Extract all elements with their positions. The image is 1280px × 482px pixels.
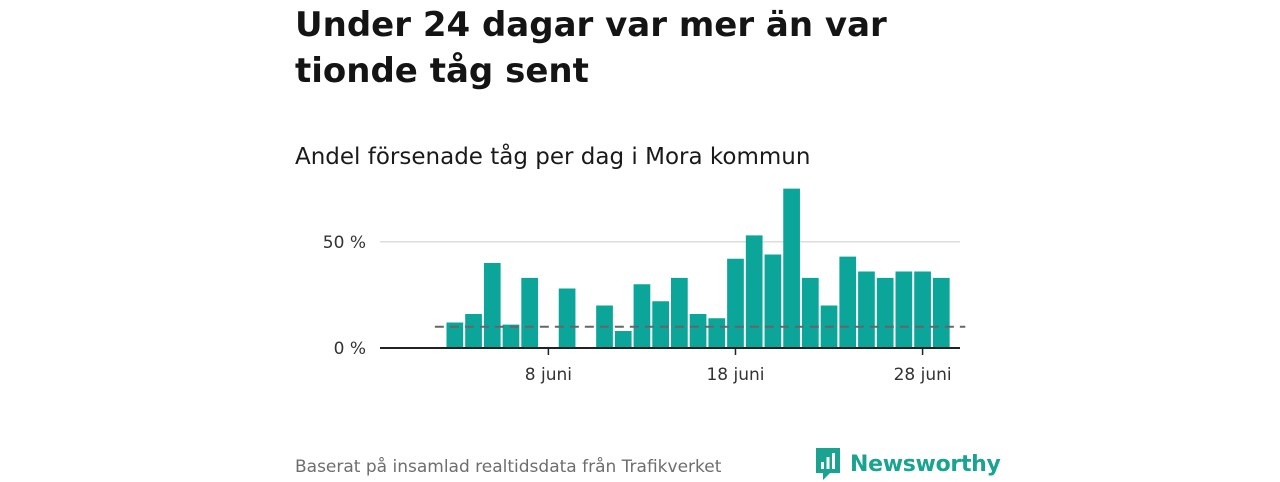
bar (671, 277, 688, 348)
bar (652, 301, 669, 348)
bar (932, 277, 950, 348)
bar (745, 235, 763, 348)
bar (521, 277, 539, 348)
newsworthy-logo-icon (816, 448, 840, 480)
y-tick-label: 50 % (323, 233, 366, 253)
bar (783, 188, 800, 348)
bars (446, 188, 950, 348)
x-tick-label: 28 juni (894, 365, 952, 385)
bar (502, 324, 520, 348)
y-tick-label: 0 % (334, 339, 366, 359)
x-tick-label: 18 juni (706, 365, 764, 385)
axes (380, 347, 960, 355)
bar (465, 314, 482, 348)
bar (446, 322, 464, 348)
bar (689, 314, 707, 348)
bar (764, 254, 782, 348)
bar (895, 271, 913, 348)
x-tick-label: 8 juni (525, 365, 572, 385)
headline: Under 24 dagar var mer än var tionde tåg… (295, 5, 887, 91)
bar (633, 284, 651, 348)
bar (801, 277, 819, 348)
brand[interactable]: Newsworthy (814, 446, 1001, 482)
chart-subtitle: Andel försenade tåg per dag i Mora kommu… (295, 144, 811, 170)
bar (558, 288, 576, 348)
bar (483, 263, 501, 348)
bar (876, 277, 894, 348)
source-note: Baserat på insamlad realtidsdata från Tr… (295, 457, 722, 477)
bar (727, 258, 744, 348)
bar (858, 271, 875, 348)
bar (914, 271, 931, 348)
bar (839, 256, 857, 348)
tick-labels: 0 % 50 % 8 juni 18 juni 28 juni (323, 233, 952, 385)
bar (708, 318, 726, 348)
bar (614, 331, 632, 348)
brand-name: Newsworthy (850, 451, 1001, 477)
